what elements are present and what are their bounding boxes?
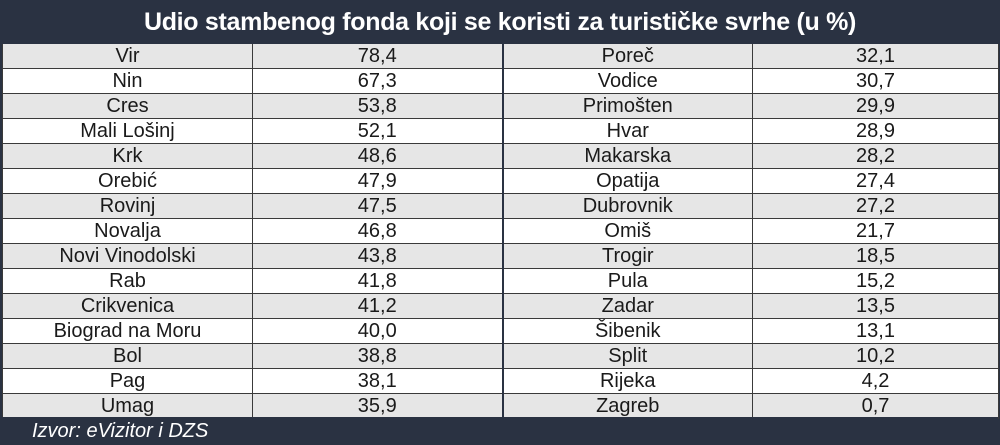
cell-left-value: 38,8 [252, 343, 503, 369]
cell-right-town: Hvar [501, 118, 753, 144]
table-row: Novalja 46,8 Omiš 21,7 [2, 218, 999, 244]
table-title: Udio stambenog fonda koji se koristi za … [2, 0, 998, 44]
cell-right-value: 18,5 [752, 243, 999, 269]
cell-left-town: Bol [2, 343, 253, 369]
cell-right-value: 15,2 [752, 268, 999, 294]
table-row: Krk 48,6 Makarska 28,2 [2, 143, 999, 169]
cell-right-town: Trogir [501, 243, 753, 269]
cell-left-town: Orebić [2, 168, 253, 194]
cell-left-town: Rab [2, 268, 253, 294]
cell-left-town: Cres [2, 93, 253, 119]
cell-left-value: 40,0 [252, 318, 503, 344]
cell-left-value: 53,8 [252, 93, 503, 119]
table-row: Mali Lošinj 52,1 Hvar 28,9 [2, 118, 999, 144]
cell-right-value: 10,2 [752, 343, 999, 369]
table-row: Nin 67,3 Vodice 30,7 [2, 68, 999, 94]
cell-left-town: Pag [2, 368, 253, 394]
cell-left-town: Krk [2, 143, 253, 169]
table-body: Vir 78,4 Poreč 32,1 Nin 67,3 Vodice 30,7 Cres 53,… [2, 44, 999, 419]
cell-right-town: Omiš [501, 218, 753, 244]
cell-right-town: Primošten [501, 93, 753, 119]
table-row: Rab 41,8 Pula 15,2 [2, 268, 999, 294]
table-row: Orebić 47,9 Opatija 27,4 [2, 168, 999, 194]
cell-right-value: 13,5 [752, 293, 999, 319]
cell-right-town: Vodice [501, 68, 753, 94]
cell-right-value: 13,1 [752, 318, 999, 344]
cell-left-town: Umag [2, 393, 253, 419]
cell-left-value: 41,8 [252, 268, 503, 294]
cell-left-value: 47,5 [252, 193, 503, 219]
cell-right-value: 27,4 [752, 168, 999, 194]
cell-right-town: Rijeka [501, 368, 753, 394]
data-table: Vir 78,4 Poreč 32,1 Nin 67,3 Vodice 30,7 Cres 53,… [2, 44, 999, 419]
cell-left-value: 43,8 [252, 243, 503, 269]
cell-right-value: 28,9 [752, 118, 999, 144]
cell-left-value: 52,1 [252, 118, 503, 144]
cell-left-town: Novi Vinodolski [2, 243, 253, 269]
cell-left-value: 47,9 [252, 168, 503, 194]
table-row: Novi Vinodolski 43,8 Trogir 18,5 [2, 243, 999, 269]
cell-left-town: Rovinj [2, 193, 253, 219]
cell-left-town: Nin [2, 68, 253, 94]
cell-left-town: Mali Lošinj [2, 118, 253, 144]
table-row: Umag 35,9 Zagreb 0,7 [2, 393, 999, 419]
table-row: Vir 78,4 Poreč 32,1 [2, 44, 999, 69]
cell-left-value: 67,3 [252, 68, 503, 94]
cell-left-town: Crikvenica [2, 293, 253, 319]
table-row: Biograd na Moru 40,0 Šibenik 13,1 [2, 318, 999, 344]
cell-left-value: 35,9 [252, 393, 503, 419]
cell-left-value: 41,2 [252, 293, 503, 319]
cell-left-town: Vir [2, 44, 253, 69]
table-row: Crikvenica 41,2 Zadar 13,5 [2, 293, 999, 319]
cell-right-value: 32,1 [752, 44, 999, 69]
cell-left-value: 46,8 [252, 218, 503, 244]
cell-left-value: 78,4 [252, 44, 503, 69]
cell-left-town: Novalja [2, 218, 253, 244]
cell-right-town: Zadar [501, 293, 753, 319]
cell-left-value: 38,1 [252, 368, 503, 394]
cell-right-town: Split [501, 343, 753, 369]
cell-right-value: 29,9 [752, 93, 999, 119]
cell-right-town: Šibenik [501, 318, 753, 344]
source-note: Izvor: eVizitor i DZS [2, 417, 998, 445]
cell-right-town: Dubrovnik [501, 193, 753, 219]
cell-right-value: 28,2 [752, 143, 999, 169]
table-row: Pag 38,1 Rijeka 4,2 [2, 368, 999, 394]
table-row: Bol 38,8 Split 10,2 [2, 343, 999, 369]
cell-right-value: 4,2 [752, 368, 999, 394]
cell-right-town: Pula [501, 268, 753, 294]
cell-right-value: 30,7 [752, 68, 999, 94]
cell-right-value: 21,7 [752, 218, 999, 244]
cell-left-value: 48,6 [252, 143, 503, 169]
cell-right-value: 0,7 [752, 393, 999, 419]
cell-right-town: Opatija [501, 168, 753, 194]
table-row: Cres 53,8 Primošten 29,9 [2, 93, 999, 119]
cell-right-town: Poreč [501, 44, 753, 69]
cell-right-town: Zagreb [501, 393, 753, 419]
cell-right-value: 27,2 [752, 193, 999, 219]
cell-right-town: Makarska [501, 143, 753, 169]
cell-left-town: Biograd na Moru [2, 318, 253, 344]
table-row: Rovinj 47,5 Dubrovnik 27,2 [2, 193, 999, 219]
